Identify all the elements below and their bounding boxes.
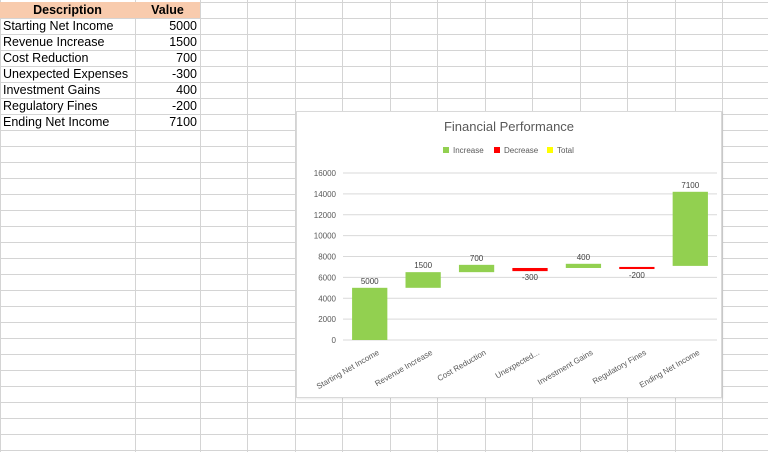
row-description[interactable]: Revenue Increase	[3, 35, 105, 49]
y-tick-label: 12000	[314, 211, 337, 220]
data-label: 700	[470, 254, 484, 263]
row-value[interactable]: -200	[171, 99, 197, 113]
waterfall-bar	[458, 264, 495, 273]
row-description[interactable]: Regulatory Fines	[3, 99, 98, 113]
data-label: -200	[629, 271, 646, 280]
waterfall-bar	[619, 266, 655, 270]
legend-label: Total	[557, 146, 574, 155]
legend-swatch	[443, 147, 449, 153]
row-description[interactable]: Investment Gains	[3, 83, 101, 97]
chart-title: Financial Performance	[444, 119, 574, 134]
x-tick-label: Ending Net Income	[638, 348, 702, 390]
data-label: 1500	[414, 261, 432, 270]
waterfall-bar	[565, 263, 602, 268]
row-description[interactable]: Cost Reduction	[3, 51, 89, 65]
x-tick-label: Revenue Increase	[373, 348, 434, 389]
legend-swatch	[494, 147, 500, 153]
waterfall-bar	[512, 267, 548, 272]
y-tick-label: 2000	[318, 315, 336, 324]
row-description[interactable]: Unexpected Expenses	[3, 67, 129, 81]
header-description[interactable]: Description	[0, 2, 135, 18]
row-value[interactable]: 400	[176, 83, 197, 97]
row-value[interactable]: 7100	[169, 115, 197, 129]
waterfall-bar	[672, 191, 708, 266]
y-tick-label: 10000	[314, 232, 337, 241]
waterfall-bar	[352, 287, 388, 340]
row-value[interactable]: 700	[176, 51, 197, 65]
data-label: 5000	[361, 277, 379, 286]
legend-label: Decrease	[504, 146, 539, 155]
header-value[interactable]: Value	[135, 2, 200, 18]
data-label: 7100	[681, 181, 699, 190]
data-label: 400	[577, 253, 591, 262]
legend-label: Increase	[453, 146, 484, 155]
legend-swatch	[547, 147, 553, 153]
y-tick-label: 6000	[318, 273, 336, 282]
data-label: -300	[522, 273, 539, 282]
y-tick-label: 16000	[314, 169, 337, 178]
x-tick-label: Starting Net Income	[315, 348, 381, 391]
row-value[interactable]: 5000	[169, 19, 197, 33]
row-value[interactable]: 1500	[169, 35, 197, 49]
waterfall-bar	[405, 272, 441, 288]
waterfall-chart[interactable]: Financial Performance Increase Decrease Tot…	[296, 111, 722, 398]
chart-canvas: Financial Performance Increase Decrease Tot…	[314, 119, 717, 391]
x-tick-label: Unexpected...	[494, 348, 541, 380]
x-tick-label: Cost Reduction	[436, 348, 488, 383]
y-tick-label: 4000	[318, 294, 336, 303]
row-description[interactable]: Ending Net Income	[3, 115, 110, 129]
row-description[interactable]: Starting Net Income	[3, 19, 114, 33]
x-tick-label: Investment Gains	[536, 348, 594, 387]
row-value[interactable]: -300	[171, 67, 197, 81]
y-tick-label: 0	[332, 336, 337, 345]
y-tick-label: 14000	[314, 190, 337, 199]
y-tick-label: 8000	[318, 253, 336, 262]
